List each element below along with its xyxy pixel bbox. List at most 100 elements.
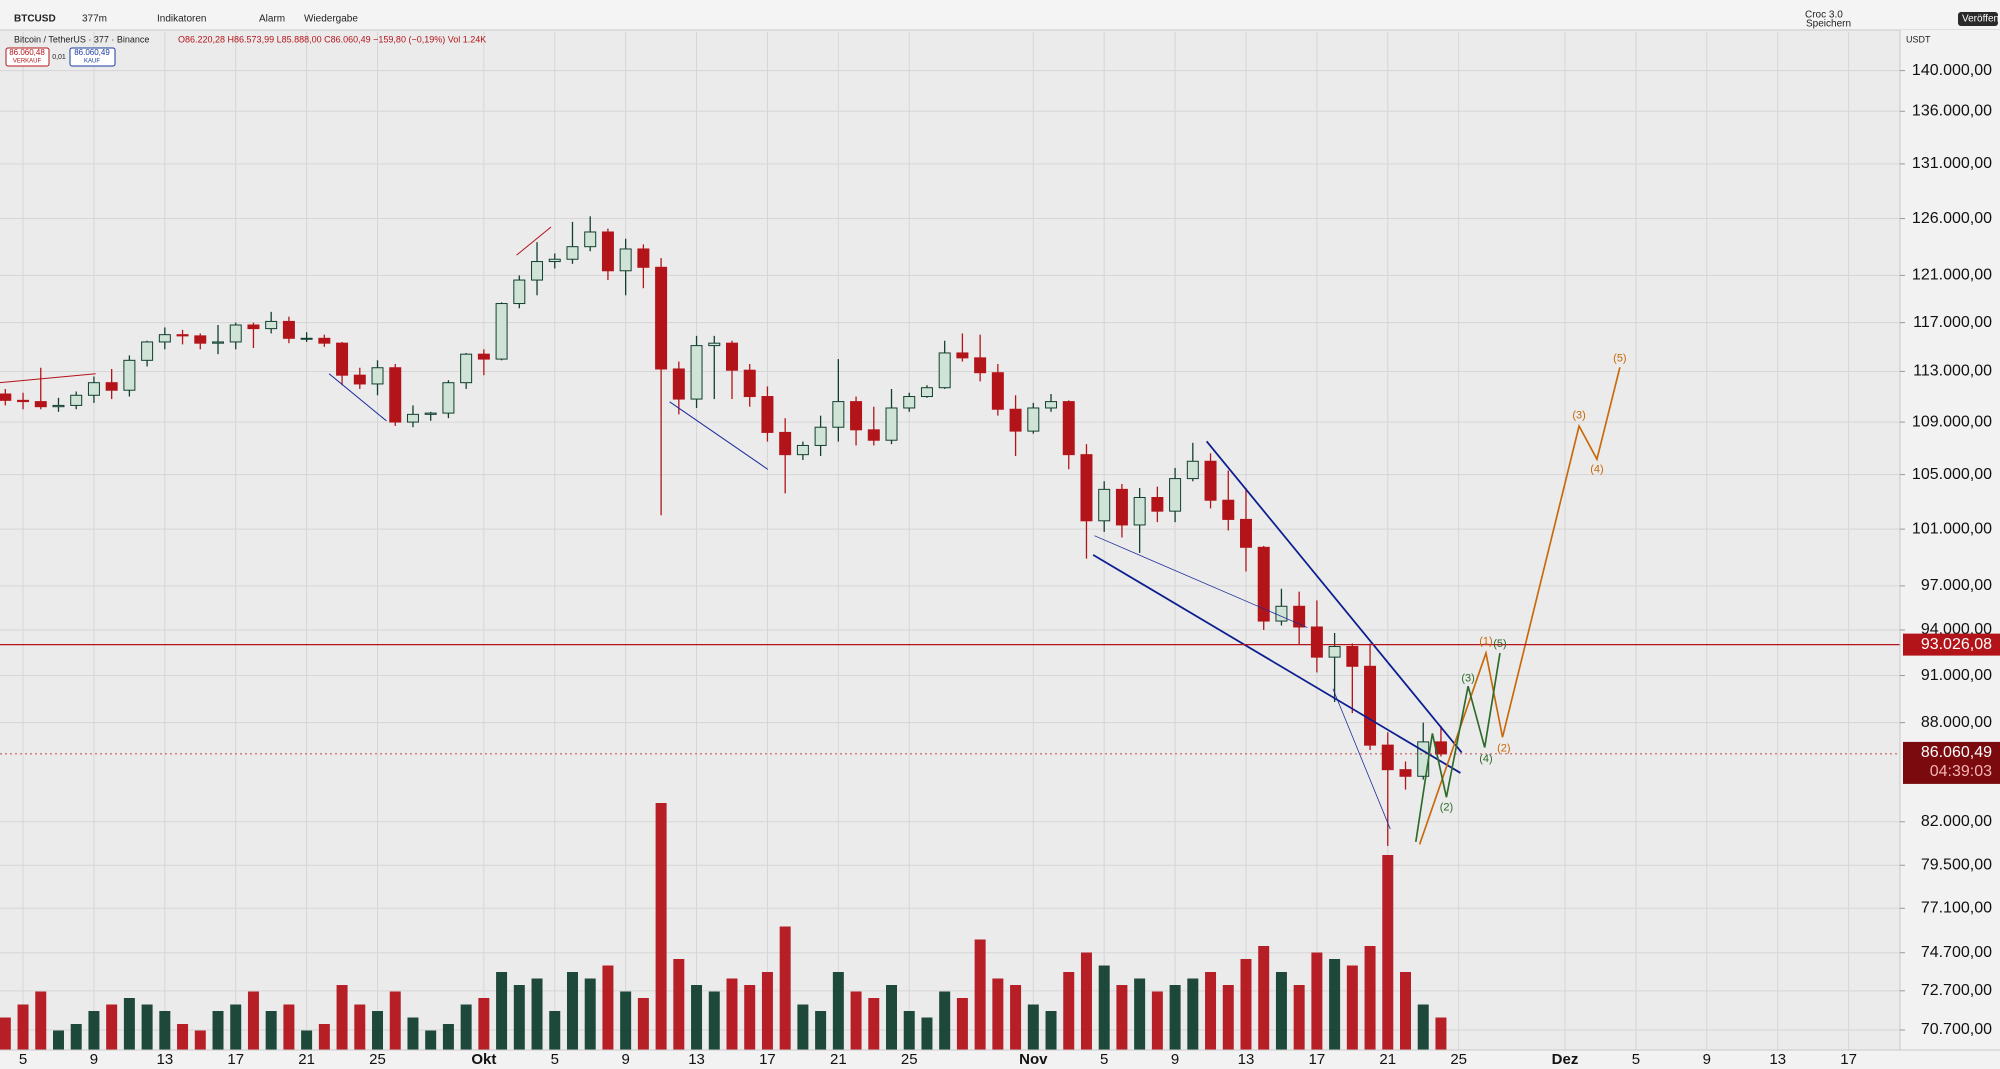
volume-bar [442, 1024, 454, 1050]
volume-bar [123, 998, 135, 1050]
time-axis: 5 9 13 17 21 25 Okt 5 9 13 17 21 25 Nov 5 9 13 17 21 25 Dez 5… [19, 1051, 1857, 1068]
volume-bar [797, 1004, 809, 1050]
candle-body [460, 353, 473, 384]
sell-label[interactable]: VERKAUF [13, 59, 42, 65]
candle-body [141, 341, 154, 361]
volume-bar [1346, 965, 1358, 1050]
volume-bar [1045, 1011, 1057, 1050]
candle-body [850, 401, 863, 431]
volume-bar [265, 1011, 277, 1050]
x-tick-label: 5 [1100, 1051, 1108, 1068]
candle-body [548, 258, 561, 263]
trend-line [0, 373, 96, 384]
volume-bar [1240, 959, 1252, 1050]
wave-count-green [1414, 652, 1501, 842]
volume-bar [159, 1011, 171, 1050]
candle-body [903, 396, 916, 409]
candle-body [1062, 401, 1075, 456]
candle-body [708, 342, 721, 347]
volume-bar [1116, 985, 1128, 1050]
candle-body [389, 367, 402, 423]
buy-label[interactable]: KAUF [84, 59, 100, 65]
volume-bar [1205, 972, 1217, 1050]
sell-button[interactable] [5, 47, 50, 67]
alarm-button[interactable]: Alarm [259, 14, 285, 25]
volume-bar [70, 1024, 82, 1050]
volume-bar [283, 1004, 295, 1050]
volume-bar [761, 972, 773, 1050]
publish-button[interactable]: Veröffentl [1962, 14, 2000, 25]
trend-line [669, 401, 769, 470]
volume [0, 803, 1447, 1050]
wave-label: (1) [1479, 635, 1492, 647]
volume-bar [673, 959, 685, 1050]
trend-line [516, 226, 552, 256]
candle-body [761, 396, 774, 433]
candle-body [282, 320, 295, 339]
x-tick-label: 21 [298, 1051, 315, 1068]
symbol[interactable]: BTCUSD [14, 14, 56, 25]
volume-bar [1435, 1017, 1447, 1050]
volume-bar [106, 1004, 118, 1050]
volume-bar [832, 972, 844, 1050]
candle-body [0, 393, 12, 401]
candle-body [1151, 496, 1164, 512]
candle-body [336, 342, 349, 376]
wave-label: (3) [1461, 672, 1474, 684]
candle-body [991, 372, 1004, 410]
wave-label: (3) [1572, 410, 1585, 422]
candle-body [212, 341, 224, 344]
candle-body [1381, 744, 1394, 771]
x-tick-label: 13 [1238, 1051, 1255, 1068]
volume-bar [336, 985, 348, 1050]
candle-body [52, 404, 65, 408]
y-tick-label: 140.000,00 [1912, 62, 1992, 79]
y-tick-label: 126.000,00 [1912, 210, 1992, 227]
volume-bar [655, 803, 667, 1050]
indicators-button[interactable]: Indikatoren [157, 14, 206, 25]
y-tick-label: 113.000,00 [1913, 363, 1992, 380]
volume-bar [1417, 1004, 1429, 1050]
volume-bar [0, 1017, 11, 1050]
volume-bar [992, 978, 1004, 1050]
trend-line [1332, 688, 1391, 830]
interval[interactable]: 377m [82, 14, 107, 25]
price-level-tag [1903, 633, 2000, 656]
sell-price[interactable]: 86.060,48 [9, 48, 45, 57]
volume-bar [301, 1030, 313, 1050]
overlay: (1) (2) (3) (4) (5) (2) (3) (4) (5) [0, 352, 1900, 813]
buy-price[interactable]: 86.060,49 [74, 48, 110, 57]
x-tick-label: 17 [227, 1051, 244, 1068]
replay-button[interactable]: Wiedergabe [304, 14, 358, 25]
buy-button[interactable] [69, 47, 116, 67]
candle-body [920, 387, 933, 398]
volume-bar [1098, 965, 1110, 1050]
candle-body [17, 399, 30, 403]
candle-body [318, 337, 331, 344]
layout-name[interactable]: Croc 3.0 [1805, 10, 1843, 21]
volume-bar [726, 978, 738, 1050]
y-tick-label: 105.000,00 [1912, 466, 1992, 483]
candle-body [1346, 646, 1359, 667]
publish-button-bg[interactable] [1958, 12, 1998, 26]
price-axis: USDT 140.000,00 136.000,00 131.000,00 126.0… [1899, 30, 2000, 1050]
volume-bar [1080, 952, 1092, 1050]
x-tick-label: 17 [1309, 1051, 1326, 1068]
wave-label: (4) [1590, 463, 1603, 475]
candles [0, 216, 1447, 846]
y-tick-label: 109.000,00 [1912, 413, 1992, 430]
wave-label: (4) [1479, 753, 1492, 765]
save-button[interactable]: Speichern [1806, 19, 1851, 30]
volume-bar [1063, 972, 1075, 1050]
volume-bar [1258, 946, 1270, 1050]
x-tick-label: 9 [90, 1051, 98, 1068]
volume-bar [1010, 985, 1022, 1050]
candle-body [814, 426, 827, 446]
volume-bar [779, 926, 791, 1050]
volume-bar [35, 991, 47, 1050]
time-axis-bg [0, 1050, 2000, 1069]
candle-body [531, 261, 544, 281]
candle-body [1080, 454, 1093, 522]
currency: USDT [1906, 34, 1931, 44]
volume-bar [903, 1011, 915, 1050]
